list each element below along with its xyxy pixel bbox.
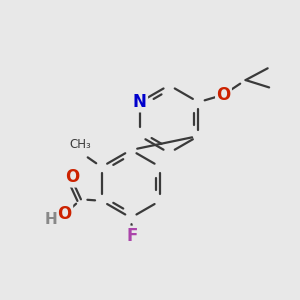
Text: O: O	[216, 86, 231, 104]
Text: H: H	[44, 212, 57, 227]
Text: O: O	[58, 205, 72, 223]
Text: N: N	[133, 93, 147, 111]
Text: CH₃: CH₃	[69, 138, 91, 151]
Text: F: F	[127, 227, 138, 245]
Text: O: O	[65, 168, 79, 186]
